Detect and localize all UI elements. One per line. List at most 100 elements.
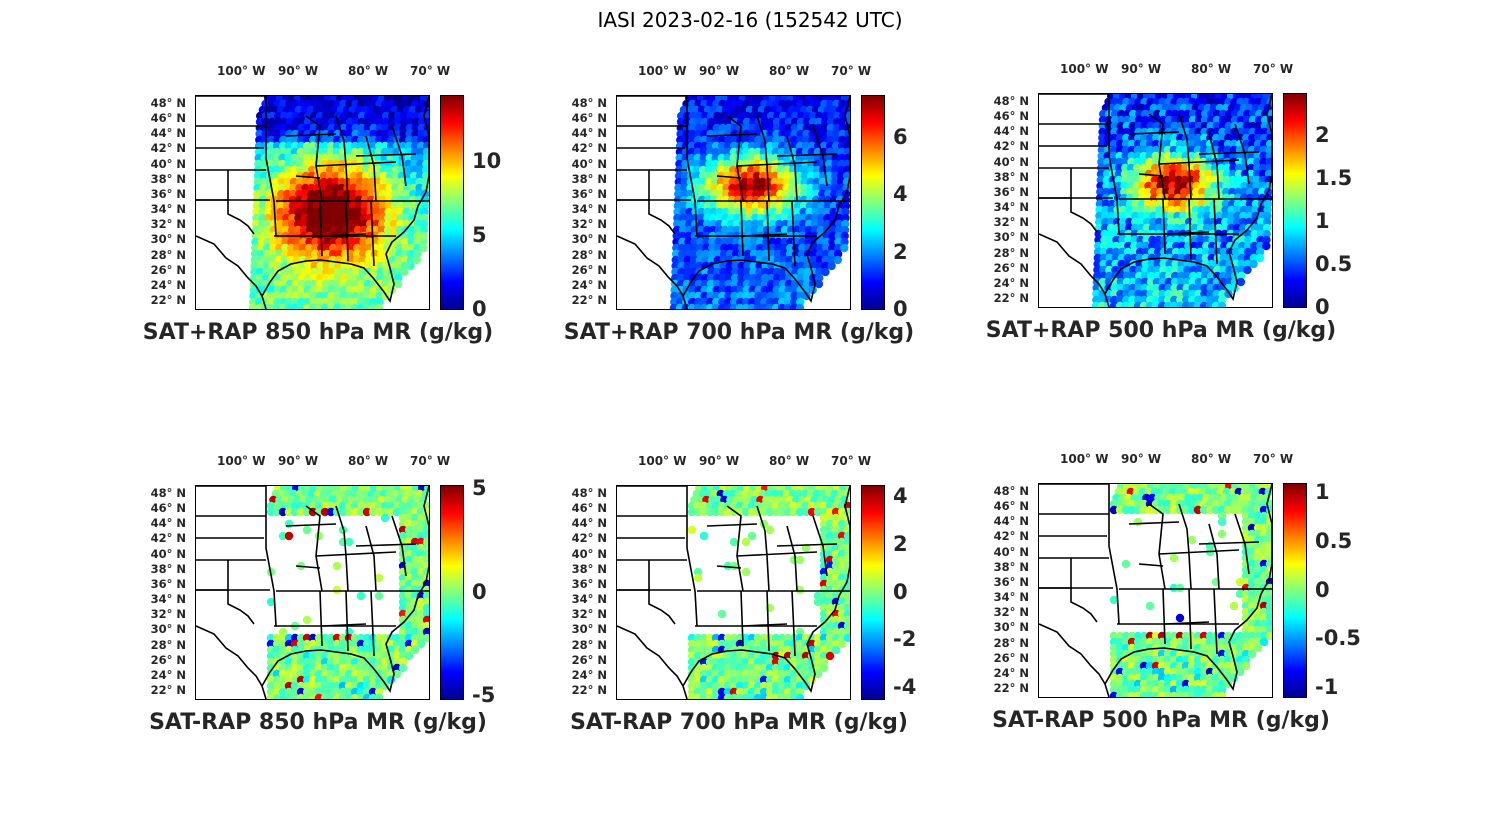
observation-point: [327, 117, 337, 127]
observation-point: [831, 579, 841, 589]
observation-point: [284, 165, 293, 175]
observation-point: [416, 639, 426, 649]
observation-point: [675, 153, 684, 163]
observation-point: [747, 141, 757, 151]
observation-point: [796, 117, 806, 127]
observation-point: [1151, 655, 1161, 665]
state-boundary: [196, 486, 277, 627]
observation-point: [332, 153, 341, 163]
observation-point: [272, 639, 282, 649]
lat-tick-label: 42° N: [993, 139, 1029, 154]
observation-point: [688, 129, 697, 139]
observation-point: [809, 249, 819, 259]
observation-point: [688, 291, 697, 301]
observation-point: [685, 219, 694, 229]
observation-point: [785, 111, 794, 121]
observation-point: [410, 519, 420, 529]
observation-point: [303, 123, 312, 133]
observation-point: [1110, 295, 1119, 305]
observation-point: [1262, 235, 1271, 245]
observation-point: [821, 249, 831, 259]
observation-point: [309, 285, 318, 295]
observation-point: [722, 189, 731, 199]
observation-point: [328, 267, 337, 277]
observation-point: [1164, 277, 1174, 287]
observation-point: [416, 507, 426, 517]
observation-point: [764, 177, 773, 187]
observation-point: [1167, 199, 1177, 209]
observation-point: [1127, 163, 1136, 173]
observation-point: [325, 189, 334, 199]
observation-point: [290, 159, 299, 169]
observation-point: [291, 123, 300, 133]
observation-point: [1195, 109, 1204, 119]
observation-point: [1235, 163, 1244, 173]
observation-point: [1237, 265, 1246, 275]
observation-point: [375, 117, 385, 127]
observation-point: [1217, 679, 1227, 689]
observation-point: [350, 663, 360, 673]
observation-point: [1212, 121, 1221, 131]
observation-point: [816, 237, 825, 247]
observation-point: [745, 213, 754, 223]
lat-tick-label: 22° N: [150, 293, 186, 307]
observation-point: [1183, 271, 1192, 281]
observation-point: [287, 225, 297, 235]
state-boundary: [1039, 484, 1120, 625]
observation-point: [304, 261, 313, 271]
observation-point: [319, 183, 328, 193]
observation-point: [1122, 127, 1131, 137]
observation-point: [735, 663, 745, 673]
observation-point: [803, 111, 812, 121]
observation-point: [704, 177, 713, 187]
observation-point: [332, 681, 342, 691]
observation-point: [357, 117, 367, 127]
observation-point: [327, 285, 336, 295]
observation-point: [1133, 661, 1143, 671]
observation-point: [380, 507, 390, 517]
observation-point: [308, 153, 317, 163]
observation-point: [304, 249, 314, 259]
observation-point: [835, 213, 844, 223]
observation-point: [308, 501, 318, 511]
observation-point: [1121, 667, 1131, 677]
observation-point: [837, 615, 847, 625]
observation-point: [698, 189, 707, 199]
observation-point: [825, 639, 835, 649]
observation-point: [1217, 163, 1226, 173]
observation-point: [1115, 505, 1125, 515]
observation-point: [699, 681, 709, 691]
observation-point: [263, 231, 272, 241]
observation-point: [285, 285, 294, 295]
observation-point: [339, 297, 348, 307]
observation-point: [1138, 187, 1147, 197]
observation-point: [1247, 163, 1256, 173]
observation-point: [1222, 169, 1232, 179]
observation-point: [711, 507, 721, 517]
observation-point: [1244, 235, 1253, 245]
observation-point: [278, 633, 288, 643]
observation-point: [1109, 673, 1119, 683]
observation-point: [385, 177, 394, 187]
observation-point: [1174, 169, 1184, 179]
observation-point: [410, 549, 420, 559]
observation-point: [280, 273, 289, 283]
observation-point: [1220, 223, 1230, 233]
observation-point: [346, 111, 355, 121]
observation-point: [735, 687, 745, 697]
observation-point: [397, 177, 406, 187]
observation-point: [344, 147, 354, 157]
observation-point: [345, 291, 354, 301]
observation-point: [1167, 193, 1177, 203]
observation-point: [1234, 181, 1243, 191]
observation-point: [1115, 163, 1124, 173]
observation-point: [750, 225, 760, 235]
observation-point: [784, 297, 793, 307]
observation-point: [1100, 223, 1110, 233]
observation-point: [331, 177, 340, 187]
observation-point: [274, 255, 283, 265]
observation-point: [385, 171, 395, 181]
observation-point: [1110, 121, 1119, 131]
observation-point: [296, 675, 306, 685]
observation-point: [361, 189, 370, 199]
